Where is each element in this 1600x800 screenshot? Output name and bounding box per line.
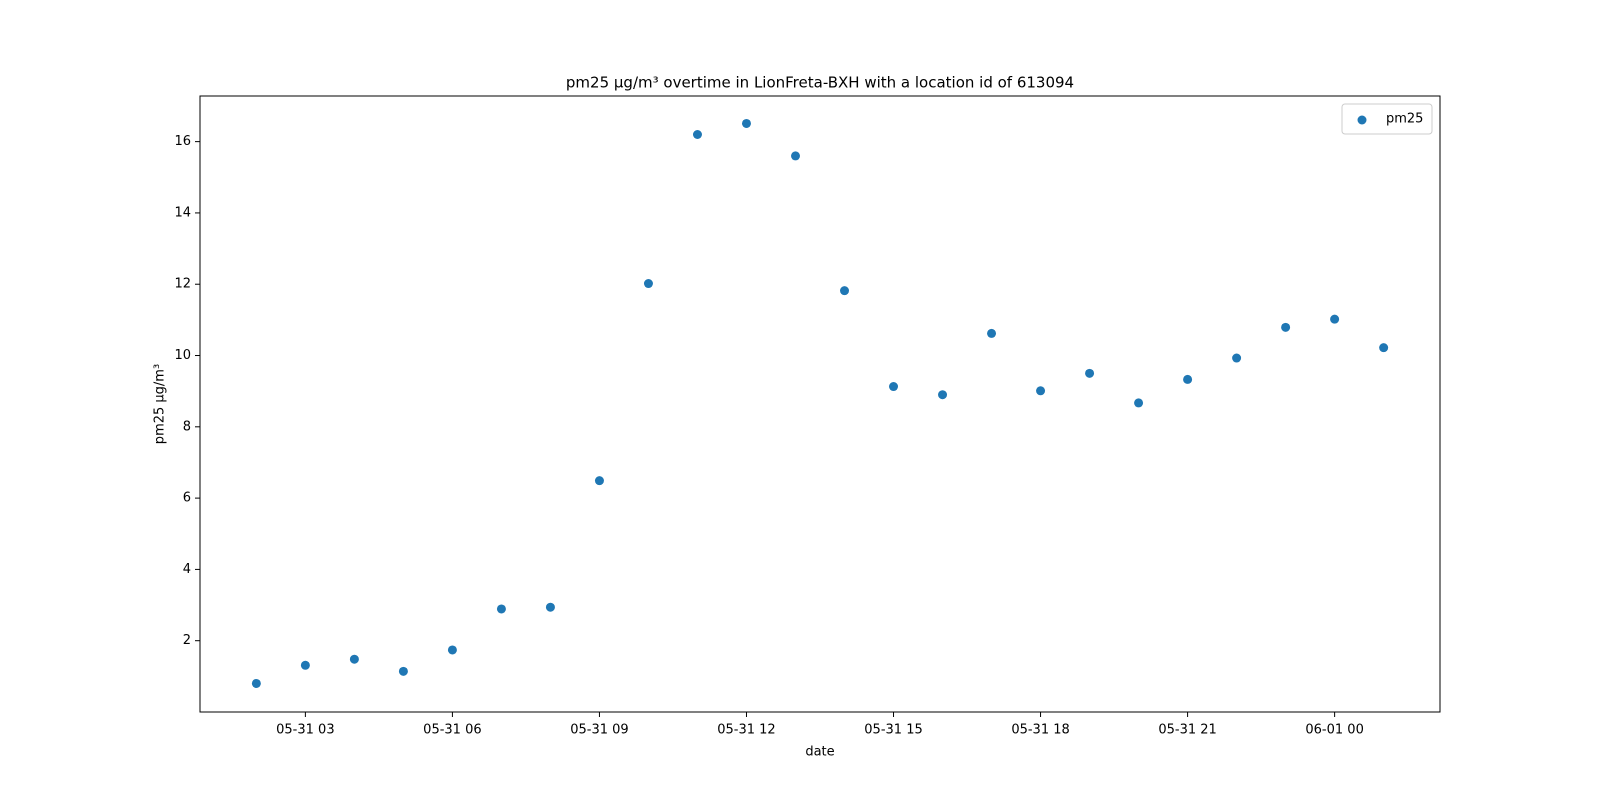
x-tick-label: 05-31 12 (717, 723, 775, 738)
point (840, 286, 850, 296)
point (496, 604, 506, 614)
point (790, 151, 800, 161)
point (987, 328, 997, 338)
y-tick-label: 14 (174, 205, 191, 220)
point (349, 654, 359, 664)
x-tick-label: 05-31 18 (1011, 723, 1069, 738)
point (643, 279, 653, 289)
point (1134, 398, 1144, 408)
y-tick-label: 4 (183, 562, 191, 577)
y-tick-label: 6 (183, 491, 191, 506)
legend-marker (1357, 115, 1367, 125)
legend-box (1341, 103, 1433, 135)
point (938, 390, 948, 400)
point (1085, 368, 1095, 378)
x-tick-label: 06-01 00 (1305, 723, 1363, 738)
y-axis-label: pm25 µg/m³ (153, 364, 168, 444)
point (692, 130, 702, 139)
point (889, 382, 899, 392)
plot-frame (199, 95, 1441, 713)
x-tick-label: 05-31 09 (570, 723, 628, 738)
y-tick-label: 8 (183, 419, 191, 434)
point (594, 476, 604, 486)
point (1330, 314, 1340, 324)
x-axis-label: date (805, 745, 834, 760)
point (1379, 343, 1389, 353)
point (300, 660, 310, 670)
legend-label: pm25 (1386, 112, 1423, 127)
point (1281, 322, 1291, 332)
point (398, 666, 408, 676)
y-tick-label: 2 (183, 633, 191, 648)
point (741, 118, 751, 128)
x-tick-label: 05-31 06 (423, 723, 481, 738)
point (251, 678, 261, 688)
chart-title: pm25 µg/m³ overtime in LionFreta-BXH wit… (566, 74, 1074, 92)
point (447, 645, 457, 655)
y-tick-label: 16 (174, 134, 191, 149)
point (1036, 386, 1046, 396)
y-tick-label: 10 (174, 348, 191, 363)
y-tick-label: 12 (174, 277, 191, 292)
x-tick-label: 05-31 15 (864, 723, 922, 738)
x-tick-label: 05-31 03 (276, 723, 334, 738)
x-tick-label: 05-31 21 (1158, 723, 1216, 738)
point (1183, 374, 1193, 384)
point (545, 602, 555, 612)
point (1232, 353, 1242, 363)
